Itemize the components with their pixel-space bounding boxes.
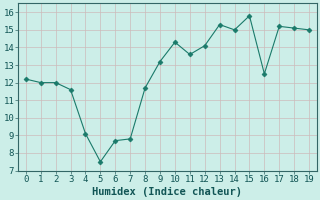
X-axis label: Humidex (Indice chaleur): Humidex (Indice chaleur) bbox=[92, 186, 243, 197]
